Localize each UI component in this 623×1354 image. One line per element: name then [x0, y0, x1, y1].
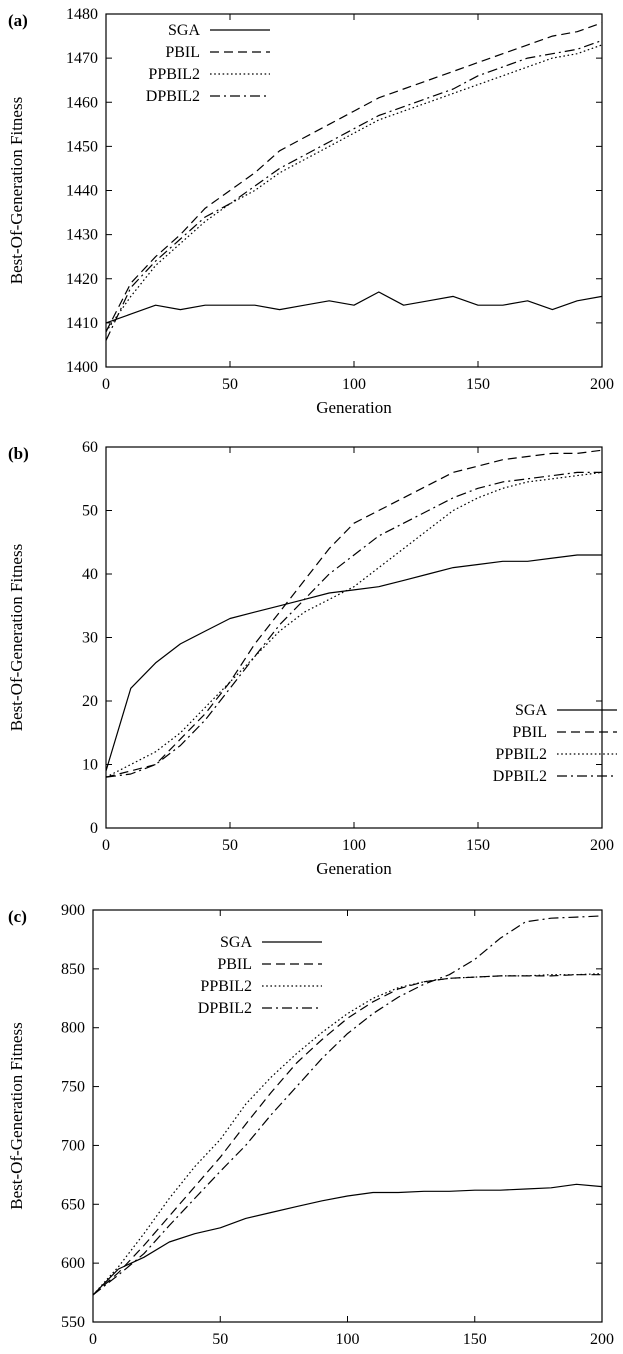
legend-label: DPBIL2 [493, 768, 547, 785]
legend: SGA PBIL PPBIL2 DPBIL2 [198, 934, 322, 1017]
y-tick-label: 800 [61, 1020, 85, 1037]
x-axis-title: Generation [316, 398, 392, 417]
y-tick-label: 10 [82, 757, 98, 774]
series-line-dpbil2 [105, 39, 603, 341]
legend-label: SGA [168, 22, 200, 39]
legend: SGA PBIL PPBIL2 DPBIL2 [493, 702, 617, 785]
x-tick-label: 50 [222, 376, 238, 393]
y-tick-label: 1450 [66, 138, 98, 155]
y-tick-label: 750 [61, 1079, 85, 1096]
series-line-pbil [105, 449, 603, 778]
x-tick-label: 100 [342, 376, 366, 393]
chart-panel-1: 0 50 100 150 200 1400 1410 1420 1430 1440 1450 1460… [7, 6, 614, 417]
y-tick-label: 0 [90, 820, 98, 837]
x-tick-label: 150 [466, 837, 490, 854]
series-line-dpbil2 [92, 915, 603, 1296]
panel-label: (c) [8, 907, 27, 926]
plot-frame [92, 909, 603, 1323]
y-tick-label: 20 [82, 693, 98, 710]
x-tick-label: 50 [212, 1331, 228, 1348]
legend-label: SGA [220, 934, 252, 951]
y-tick-label: 900 [61, 902, 85, 919]
y-tick-label: 60 [82, 439, 98, 456]
legend-label: PPBIL2 [148, 66, 200, 83]
y-axis-title: Best-Of-Generation Fitness [7, 544, 26, 731]
x-tick-label: 200 [590, 376, 614, 393]
panel-label: (a) [8, 11, 28, 30]
y-tick-label: 40 [82, 566, 98, 583]
x-tick-label: 0 [89, 1331, 97, 1348]
series-line-ppbil2 [92, 973, 603, 1296]
y-tick-label: 700 [61, 1137, 85, 1154]
legend-label: PPBIL2 [495, 746, 547, 763]
x-tick-label: 0 [102, 837, 110, 854]
legend: SGA PBIL PPBIL2 DPBIL2 [146, 22, 270, 105]
y-axis-title: Best-Of-Generation Fitness [7, 97, 26, 284]
legend-label: PBIL [217, 956, 252, 973]
y-tick-label: 850 [61, 961, 85, 978]
x-axis-title: Generation [316, 859, 392, 878]
series-line-sga [105, 554, 602, 772]
y-tick-label: 1460 [66, 94, 98, 111]
series-line-pbil [105, 22, 603, 332]
series-line-ppbil2 [105, 471, 603, 778]
x-tick-label: 100 [336, 1331, 360, 1348]
x-tick-label: 200 [590, 837, 614, 854]
legend-label: DPBIL2 [146, 88, 200, 105]
chart-panel-2: 0 50 100 150 200 0 10 20 30 40 50 60 Generation Best-… [7, 439, 617, 878]
y-tick-label: 1410 [66, 315, 98, 332]
y-tick-label: 600 [61, 1255, 85, 1272]
series-line-sga [92, 1183, 603, 1296]
y-tick-label: 1480 [66, 6, 98, 23]
legend-label: SGA [515, 702, 547, 719]
series-line-pbil [92, 974, 602, 1296]
x-tick-label: 50 [222, 837, 238, 854]
y-tick-label: 1420 [66, 271, 98, 288]
y-tick-label: 50 [82, 503, 98, 520]
y-tick-label: 650 [61, 1196, 85, 1213]
x-tick-label: 200 [590, 1331, 614, 1348]
panel-label: (b) [8, 444, 29, 463]
x-tick-label: 150 [466, 376, 490, 393]
y-tick-label: 1430 [66, 227, 98, 244]
legend-label: PBIL [165, 44, 200, 61]
legend-label: PPBIL2 [200, 978, 252, 995]
series-line-dpbil2 [105, 471, 602, 778]
y-axis-title: Best-Of-Generation Fitness [7, 1022, 26, 1209]
legend-label: DPBIL2 [198, 1000, 252, 1017]
y-tick-label: 1440 [66, 183, 98, 200]
x-tick-label: 100 [342, 837, 366, 854]
chart-panel-3: 050100150200550600650700750800850900Gene… [7, 902, 614, 1354]
legend-label: PBIL [512, 724, 547, 741]
y-tick-label: 550 [61, 1314, 85, 1331]
x-tick-label: 150 [463, 1331, 487, 1348]
x-tick-label: 0 [102, 376, 110, 393]
series-line-sga [105, 291, 603, 324]
y-tick-label: 1470 [66, 50, 98, 67]
series-line-ppbil2 [105, 44, 603, 333]
y-tick-label: 30 [82, 630, 98, 647]
y-tick-label: 1400 [66, 359, 98, 376]
